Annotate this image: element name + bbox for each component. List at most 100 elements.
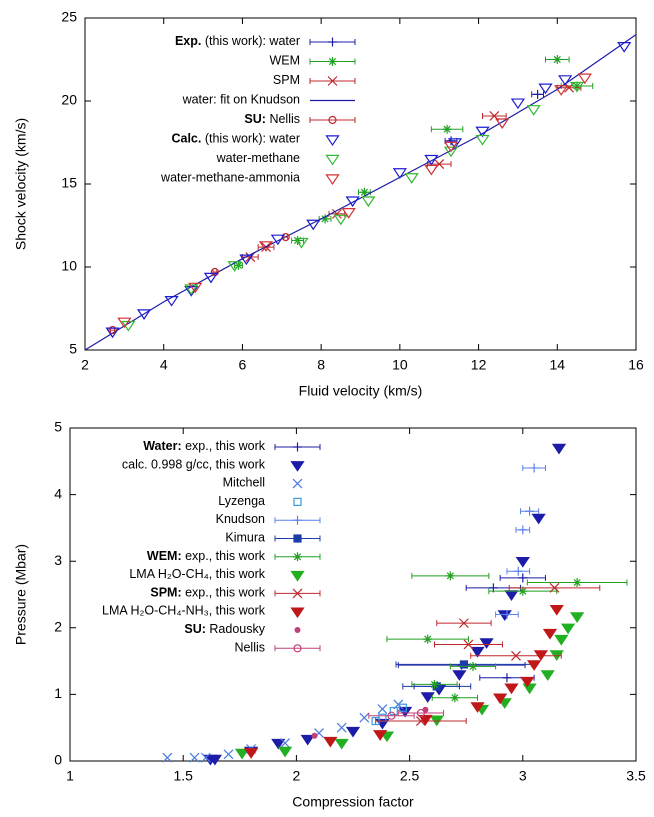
plot-frame bbox=[69, 427, 637, 762]
data-point bbox=[520, 676, 535, 688]
data-point bbox=[105, 327, 120, 339]
data-point bbox=[430, 679, 440, 689]
data-point bbox=[136, 309, 152, 320]
x-axis-label: Fluid velocity (km/s) bbox=[299, 383, 423, 399]
data-point bbox=[577, 73, 592, 85]
legend-marker bbox=[328, 57, 337, 66]
data-point bbox=[164, 296, 179, 307]
x-tick-label: 4 bbox=[160, 357, 168, 373]
data-point bbox=[280, 738, 291, 748]
data-point bbox=[345, 196, 360, 208]
data-point bbox=[552, 55, 562, 64]
legend-label: Nellis bbox=[234, 641, 265, 655]
data-point bbox=[245, 252, 256, 262]
data-point bbox=[497, 610, 512, 621]
data-point bbox=[293, 235, 303, 245]
x-tick-label: 2 bbox=[81, 357, 89, 373]
data-point bbox=[554, 634, 569, 646]
y-tick-label: 1 bbox=[54, 685, 62, 701]
data-point bbox=[359, 187, 369, 197]
data-point bbox=[463, 639, 474, 650]
data-point bbox=[551, 443, 567, 455]
data-point bbox=[529, 463, 539, 473]
error-bar bbox=[368, 712, 415, 719]
legend-error-bar bbox=[309, 117, 356, 123]
legend-label: SPM: exp., this work bbox=[150, 586, 265, 600]
data-point bbox=[468, 661, 478, 671]
data-point bbox=[495, 118, 510, 130]
y-tick-label: 3 bbox=[54, 552, 62, 568]
data-point bbox=[459, 660, 469, 669]
data-point bbox=[117, 317, 132, 329]
data-point bbox=[420, 692, 435, 703]
data-point bbox=[200, 752, 211, 763]
data-point bbox=[570, 612, 585, 623]
data-point bbox=[424, 154, 439, 166]
legend-label: Kimura bbox=[225, 531, 265, 545]
legend-name: LMA H₂O-CH₄-NH₃, this work bbox=[102, 604, 266, 618]
data-point bbox=[387, 711, 396, 720]
y-tick-label: 15 bbox=[61, 175, 77, 191]
legend-name: Lyzenga bbox=[218, 494, 265, 508]
data-point bbox=[277, 746, 293, 758]
data-point bbox=[234, 748, 250, 760]
data-point bbox=[443, 146, 459, 158]
legend-marker bbox=[293, 442, 302, 452]
legend-name: calc. 0.998 g/cc, this work bbox=[122, 458, 266, 472]
data-point bbox=[223, 749, 234, 760]
data-point bbox=[542, 628, 558, 640]
legend-label: water-methane-ammonia bbox=[160, 171, 300, 185]
data-point bbox=[377, 704, 388, 714]
x-tick-label: 3.5 bbox=[626, 768, 646, 784]
data-point bbox=[359, 712, 370, 723]
data-point bbox=[424, 164, 439, 176]
x-tick-label: 1 bbox=[66, 768, 74, 784]
x-tick-label: 10 bbox=[392, 357, 408, 373]
data-point bbox=[300, 734, 315, 746]
data-point bbox=[345, 726, 361, 738]
legend-marker bbox=[290, 607, 305, 619]
data-point bbox=[341, 208, 356, 219]
data-point bbox=[518, 586, 528, 596]
data-point bbox=[323, 736, 338, 748]
data-point bbox=[416, 708, 426, 718]
legend-marker bbox=[325, 154, 340, 166]
data-point bbox=[549, 582, 560, 593]
data-point bbox=[446, 136, 456, 146]
data-point bbox=[502, 673, 512, 683]
legend-label: SU: Radousky bbox=[184, 622, 265, 636]
legend-group: WEM: bbox=[147, 549, 182, 563]
data-point bbox=[418, 714, 433, 726]
data-point bbox=[572, 81, 582, 91]
data-point bbox=[239, 254, 254, 266]
data-point bbox=[422, 706, 429, 713]
data-point bbox=[445, 571, 455, 581]
x-axis-label: Compression factor bbox=[292, 794, 414, 810]
data-point bbox=[518, 573, 528, 583]
data-point bbox=[549, 604, 564, 616]
y-axis-label: Pressure (Mbar) bbox=[13, 544, 29, 645]
x-tick-label: 8 bbox=[317, 357, 325, 373]
legend-group: Water: bbox=[143, 439, 181, 453]
data-point bbox=[442, 124, 452, 134]
data-point bbox=[525, 506, 535, 516]
data-point bbox=[331, 208, 342, 219]
data-point bbox=[522, 683, 537, 695]
data-point bbox=[243, 748, 259, 759]
data-point bbox=[479, 638, 494, 649]
y-axis-label: Shock velocity (km/s) bbox=[13, 118, 29, 250]
data-point bbox=[258, 241, 274, 252]
data-point bbox=[518, 525, 528, 535]
legend-group: SU: bbox=[184, 622, 206, 636]
data-point bbox=[398, 703, 407, 712]
data-point bbox=[306, 219, 321, 231]
y-tick-label: 0 bbox=[54, 752, 62, 768]
y-tick-label: 25 bbox=[61, 9, 77, 25]
legend-marker bbox=[292, 588, 303, 599]
legend-label: SPM bbox=[273, 73, 300, 87]
data-point bbox=[207, 754, 223, 766]
data-point bbox=[333, 214, 348, 226]
data-point bbox=[271, 738, 286, 750]
legend-name: Mitchell bbox=[223, 476, 265, 490]
